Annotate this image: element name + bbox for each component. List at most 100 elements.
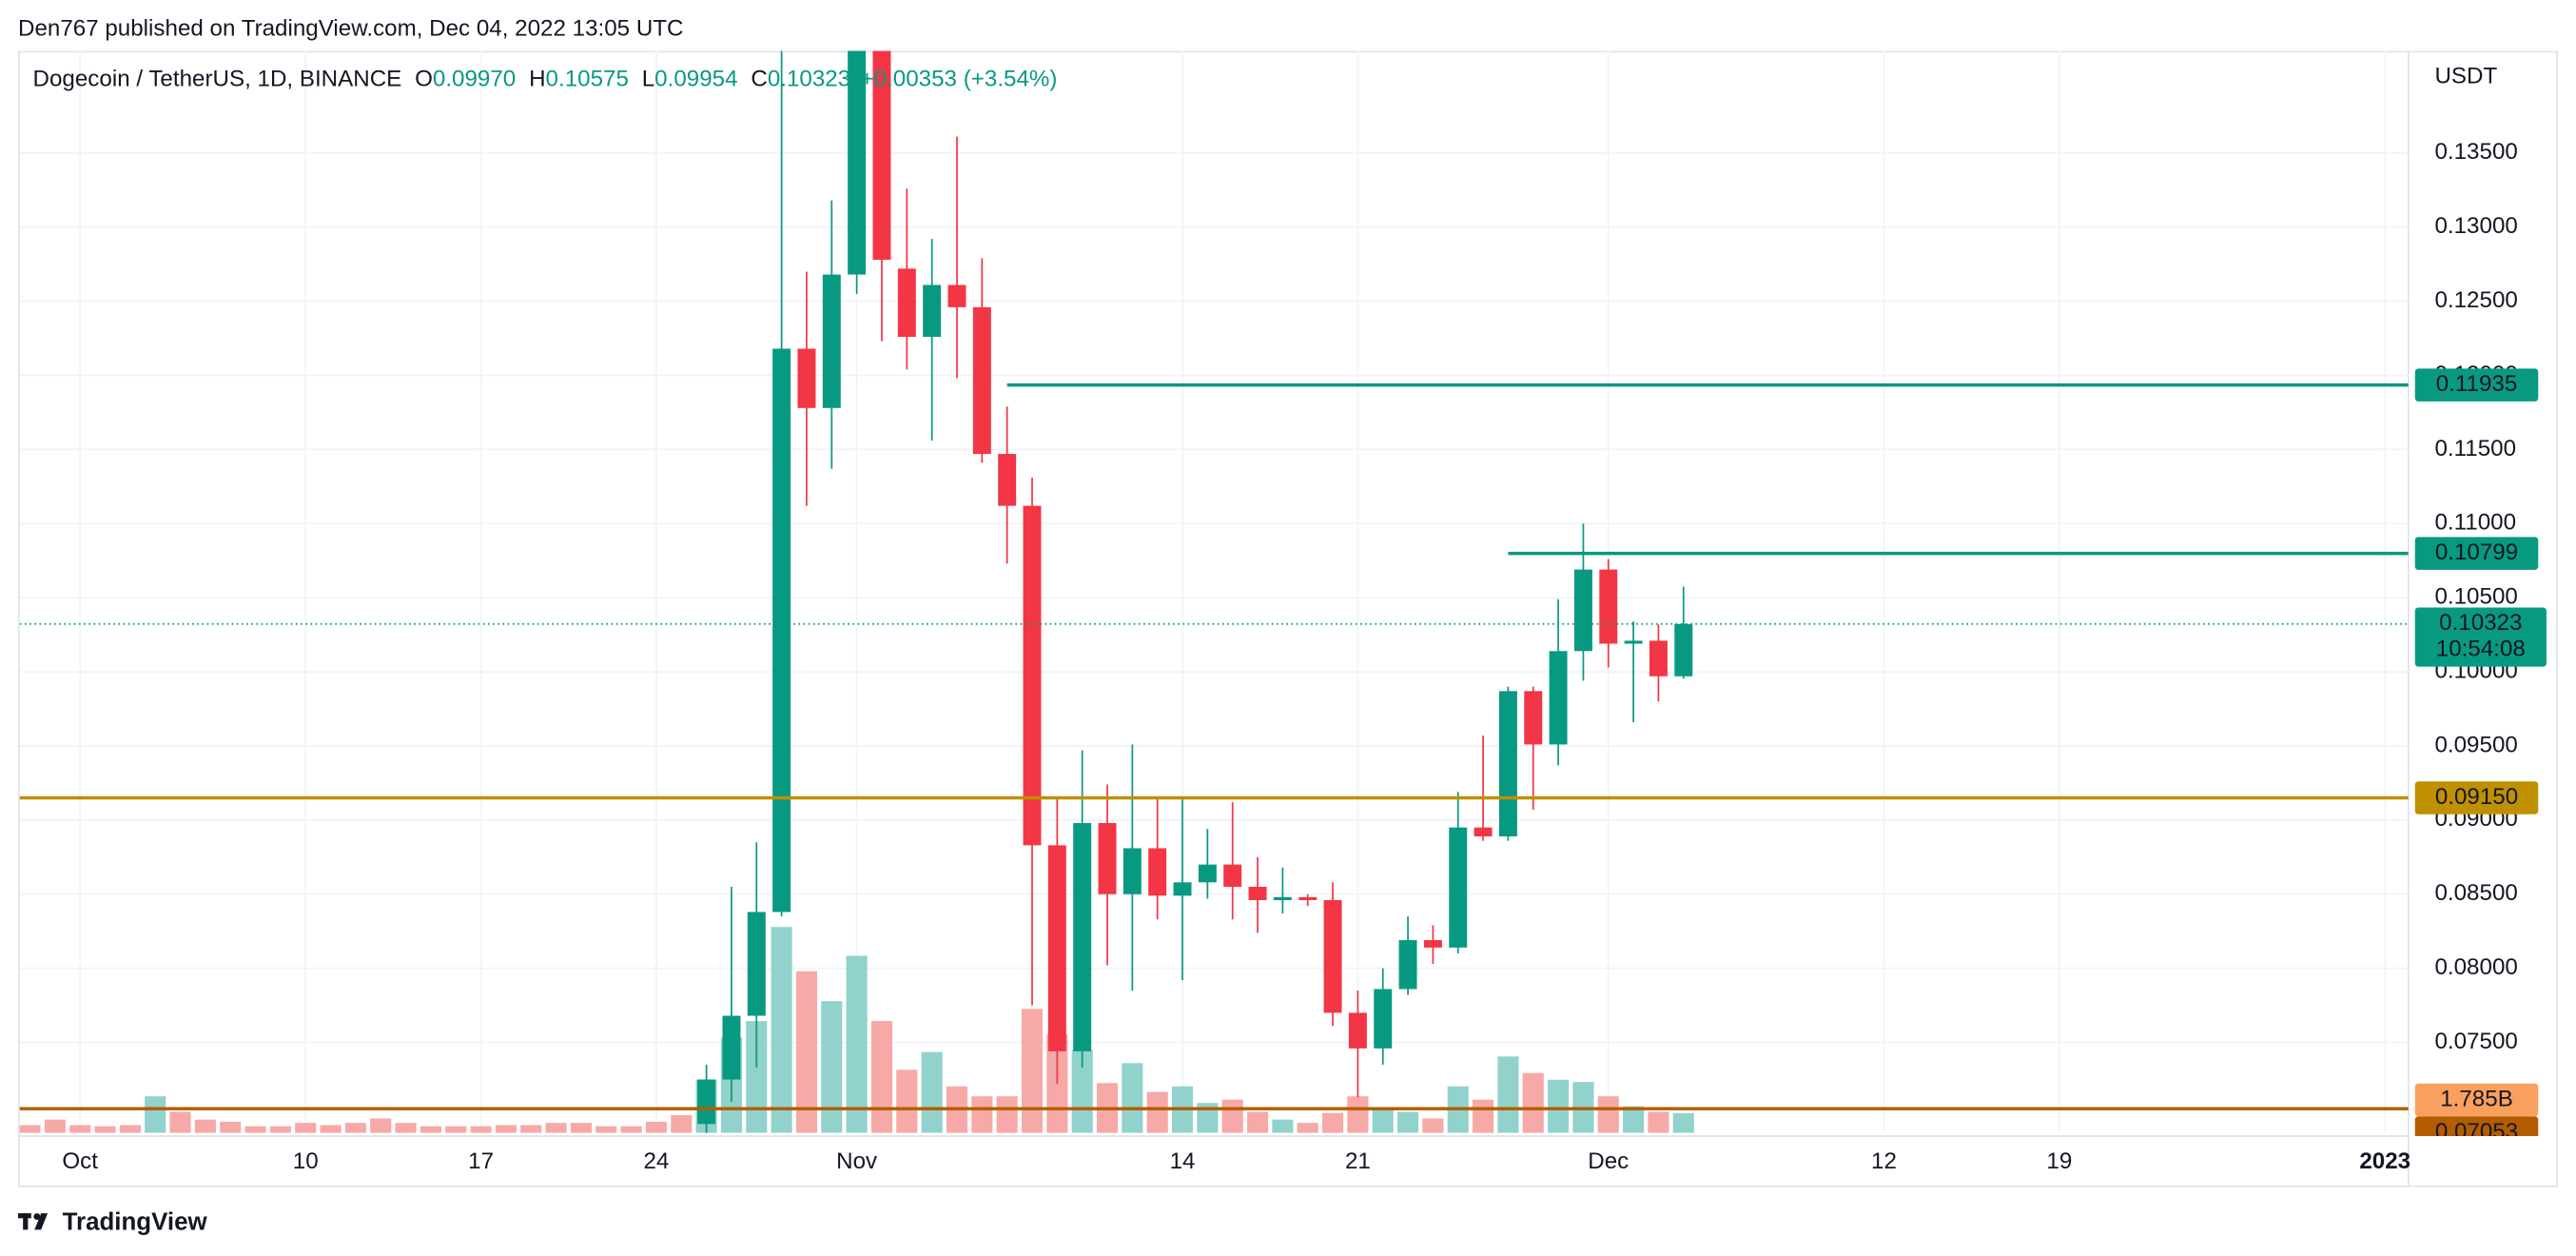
- volume-bar: [370, 1118, 392, 1133]
- volume-bar: [145, 1096, 166, 1133]
- candle-body: [1047, 845, 1066, 1051]
- level-label-box: [2414, 368, 2539, 402]
- candle-body: [947, 285, 966, 307]
- volume-label-box: [2414, 1083, 2539, 1117]
- volume-bar: [671, 1114, 693, 1133]
- candle-body: [1649, 640, 1668, 677]
- brand: TradingView: [63, 1208, 208, 1235]
- candle-body: [923, 285, 942, 337]
- x-tick-label: 24: [644, 1148, 670, 1174]
- y-tick-label: 0.08000: [2434, 954, 2517, 980]
- ohlc-value: 0.09970: [433, 67, 516, 92]
- volume-bar: [420, 1126, 441, 1133]
- volume-bar: [1197, 1103, 1219, 1133]
- volume-bar: [119, 1125, 141, 1133]
- volume-bar: [520, 1125, 542, 1133]
- volume-bar: [19, 1125, 41, 1133]
- candle-body: [998, 454, 1017, 506]
- volume-bar: [194, 1119, 216, 1133]
- ohlc-key: O: [415, 67, 433, 92]
- volume-bar: [1672, 1112, 1694, 1133]
- candle-body: [1524, 691, 1543, 745]
- ohlc-value: 0.10323: [768, 67, 850, 92]
- y-tick-label: 0.13500: [2434, 139, 2517, 165]
- candle-body: [1323, 899, 1342, 1013]
- candle-body: [1348, 1012, 1367, 1049]
- volume-bar: [1397, 1111, 1419, 1133]
- volume-bar: [1322, 1112, 1344, 1133]
- y-tick-label: 0.09500: [2434, 732, 2517, 757]
- ohlc-key: L: [642, 67, 654, 92]
- volume-bar: [645, 1121, 668, 1133]
- level-label-box: [2414, 781, 2539, 814]
- y-tick-label: 0.10500: [2434, 584, 2517, 610]
- candle-body: [1498, 691, 1517, 837]
- volume-bar: [295, 1123, 317, 1133]
- ohlc-key: H: [529, 67, 545, 92]
- volume-bar: [44, 1119, 66, 1133]
- y-tick-label: 0.12500: [2434, 287, 2517, 313]
- volume-bar: [1497, 1056, 1519, 1133]
- candle-body: [1248, 886, 1267, 900]
- volume-bar: [821, 1001, 843, 1133]
- chart-frame: [17, 50, 2559, 1187]
- candle-body: [1398, 940, 1417, 990]
- candle-body: [1223, 864, 1242, 887]
- volume-bar: [320, 1125, 342, 1133]
- volume-bar: [846, 955, 868, 1133]
- volume-bar: [1146, 1091, 1168, 1133]
- candle-body: [897, 268, 916, 337]
- candle-body: [872, 50, 891, 260]
- candle-body: [697, 1079, 716, 1125]
- candle-body: [1173, 882, 1192, 896]
- volume-bar: [1473, 1099, 1494, 1133]
- volume-bar: [244, 1126, 266, 1133]
- level-label-box: [2414, 1116, 2539, 1137]
- candle-body: [1298, 896, 1317, 900]
- volume-bar: [771, 927, 792, 1133]
- level-label: 0.10799: [2435, 540, 2518, 565]
- y-tick-label: 0.11500: [2434, 436, 2516, 461]
- volume-bar: [896, 1070, 918, 1133]
- level-label: 0.07053: [2435, 1119, 2518, 1145]
- tradingview-logo: [17, 1213, 49, 1230]
- candle-body: [797, 348, 816, 408]
- volume-bar: [570, 1123, 593, 1133]
- x-tick-label: 17: [468, 1148, 494, 1174]
- candle-body: [747, 912, 766, 1016]
- x-tick-label: Oct: [62, 1148, 98, 1174]
- ohlc-value: 0.09954: [654, 67, 737, 92]
- candle-body: [1198, 864, 1217, 883]
- volume-bar: [595, 1126, 617, 1133]
- volume-bar: [1347, 1096, 1369, 1133]
- candle-body: [1098, 822, 1117, 894]
- last-price-label: 0.10323: [2439, 610, 2522, 636]
- volume-bar: [269, 1126, 291, 1133]
- volume-bar: [971, 1096, 993, 1133]
- volume-bar: [69, 1125, 91, 1133]
- grid: [19, 50, 2409, 1133]
- candle-body: [1073, 822, 1092, 1051]
- volume-bar: [1021, 1009, 1044, 1133]
- y-tick-label: 0.11000: [2434, 510, 2516, 536]
- volume-bar: [470, 1126, 492, 1133]
- x-tick-label: 12: [1871, 1148, 1897, 1174]
- volume-bar: [1372, 1109, 1394, 1133]
- x-tick-label: 21: [1345, 1148, 1371, 1174]
- y-tick-label: 0.07500: [2434, 1029, 2517, 1054]
- volume-bar: [344, 1123, 366, 1133]
- volume-bar: [795, 971, 818, 1133]
- volume-bar: [395, 1123, 417, 1133]
- volume-bar: [1548, 1079, 1570, 1133]
- x-tick-label: Dec: [1588, 1148, 1629, 1174]
- volume-bar: [1122, 1063, 1143, 1133]
- candle-body: [972, 306, 991, 455]
- candle-body: [1148, 848, 1167, 896]
- y-tick-label: 0.13000: [2434, 213, 2517, 239]
- candle-body: [1122, 848, 1142, 894]
- ohlc-value: 0.10575: [546, 67, 629, 92]
- x-tick-label: 19: [2046, 1148, 2072, 1174]
